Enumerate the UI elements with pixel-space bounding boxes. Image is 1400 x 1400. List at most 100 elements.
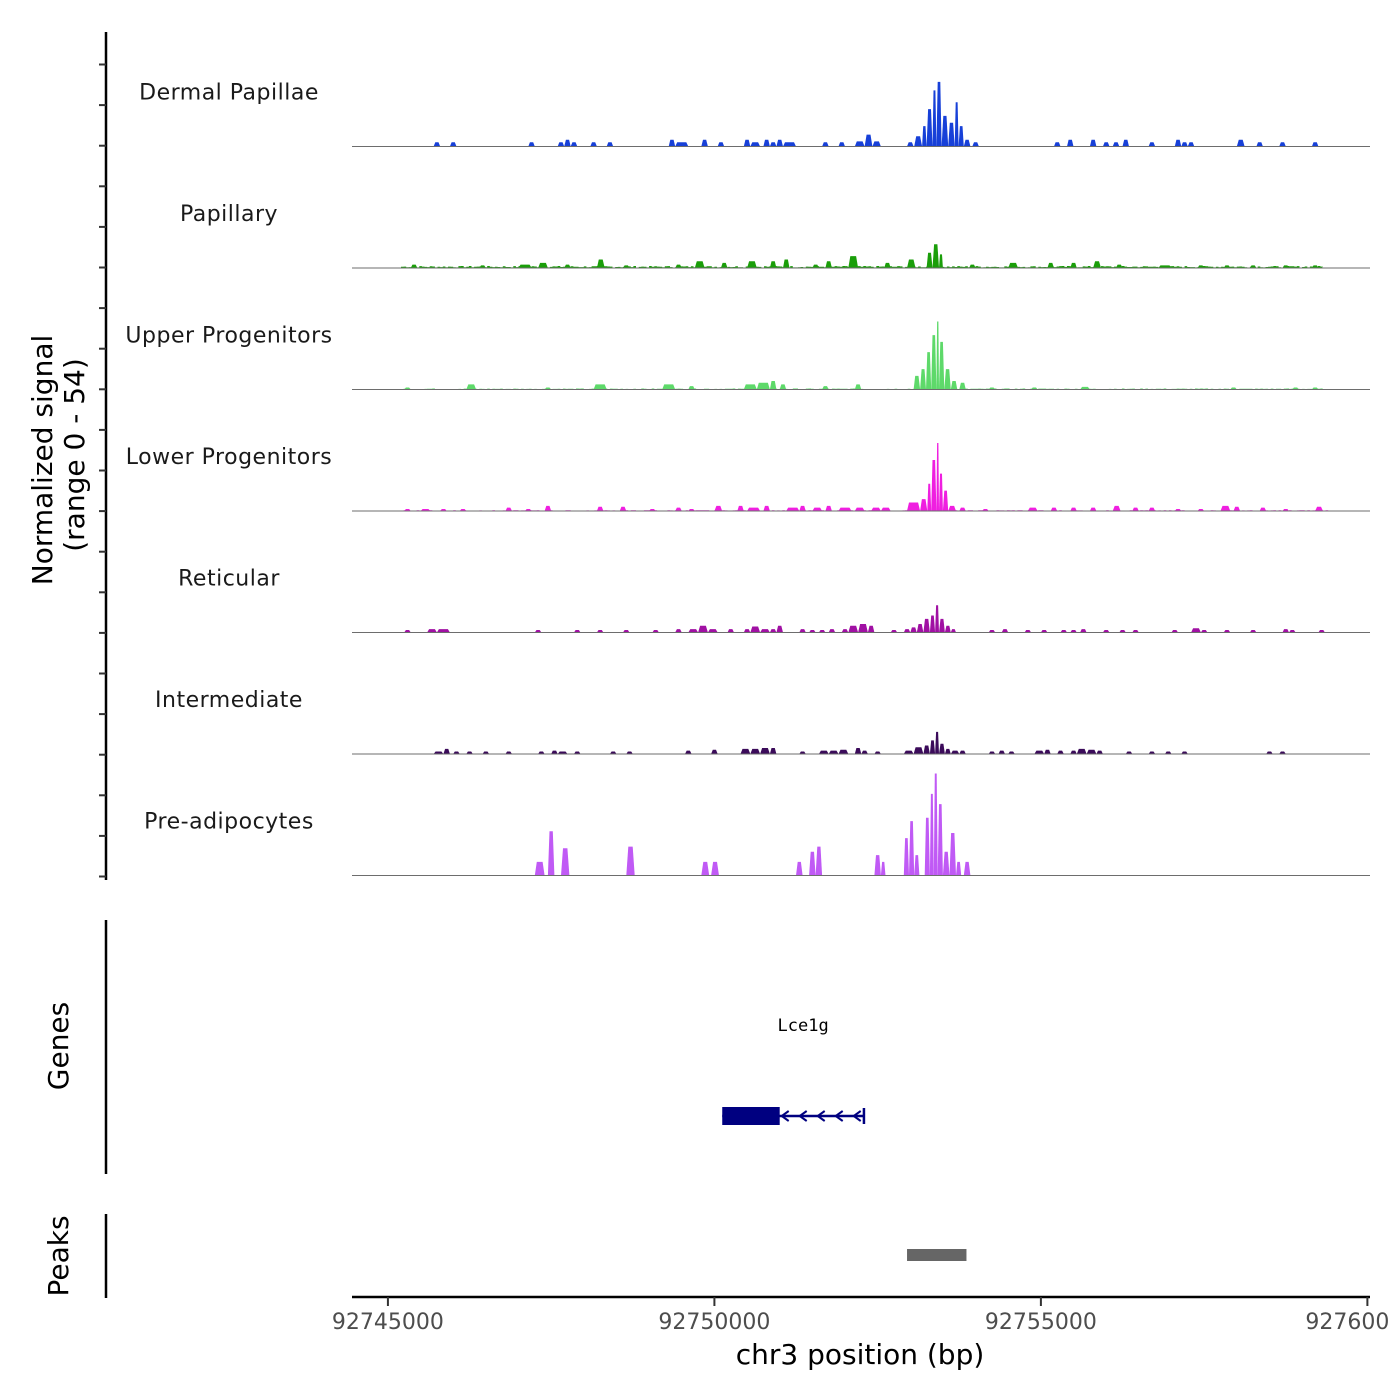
signal-peak: [825, 505, 832, 511]
signal-peak: [479, 265, 486, 268]
signal-peak: [1249, 265, 1257, 268]
signal-peak: [564, 139, 571, 147]
signal-peak: [1282, 265, 1289, 268]
signal-peak: [929, 793, 934, 876]
signal-peak: [685, 750, 692, 754]
signal-peak: [959, 507, 966, 511]
signal-y-axis-title: Normalized signal: [26, 335, 59, 586]
signal-peak: [1089, 139, 1097, 147]
signal-peak: [935, 605, 939, 633]
signal-peak: [916, 624, 924, 633]
signal-peak: [1174, 139, 1182, 147]
signal-peak: [701, 861, 710, 876]
signal-peak: [838, 507, 852, 511]
signal-peak: [907, 259, 916, 268]
signal-peak: [1191, 628, 1201, 633]
signal-peak: [920, 369, 926, 390]
signal-peak: [747, 507, 761, 511]
signal-peak: [711, 861, 719, 876]
signal-peak: [564, 264, 571, 268]
signal-peak: [1047, 262, 1054, 268]
signal-peak: [932, 90, 937, 147]
signal-peak: [924, 817, 930, 876]
signal-peak: [740, 748, 751, 754]
signal-peak: [1093, 261, 1101, 268]
signal-peak: [1171, 630, 1178, 633]
track-label: Reticular: [178, 567, 280, 592]
gene-track: Lce1g: [722, 1016, 866, 1125]
signal-peak: [927, 483, 932, 511]
signal-peak: [874, 855, 881, 876]
signal-peak: [769, 748, 777, 754]
signal-peak: [854, 384, 862, 390]
signal-peak: [1223, 630, 1231, 633]
signal-peak: [717, 142, 725, 147]
signal-peak: [763, 139, 770, 147]
signal-peak: [1223, 265, 1231, 268]
signal-peak: [1282, 629, 1289, 633]
signal-peak: [707, 629, 718, 633]
signal-peak: [783, 259, 790, 268]
signal-peak: [880, 861, 886, 876]
strand-arrow: [815, 1110, 826, 1122]
signal-peak: [482, 751, 490, 754]
signal-peak: [675, 142, 689, 147]
signal-peak: [822, 386, 829, 390]
signal-peak: [436, 629, 450, 633]
signal-peak: [818, 750, 829, 754]
signal-peak: [750, 626, 761, 633]
signal-peak: [466, 384, 477, 390]
signal-peak: [910, 627, 917, 633]
signal-peak: [969, 264, 976, 268]
signal-peak: [854, 141, 865, 147]
signal-peak: [1086, 749, 1097, 754]
signal-peak: [1259, 507, 1267, 511]
signal-peak: [874, 751, 881, 754]
signal-peak: [675, 264, 682, 268]
signal-peak: [776, 625, 783, 633]
signal-peak: [913, 747, 924, 754]
signal-peak: [662, 384, 676, 390]
track-label: Dermal Papillae: [139, 81, 319, 106]
signal-peak: [1315, 506, 1323, 511]
signal-peak: [944, 625, 951, 633]
signal-peak: [1122, 139, 1129, 147]
signal-peak: [872, 141, 881, 147]
signal-peak: [825, 261, 832, 268]
signal-peak: [1040, 630, 1048, 633]
signal-peak: [609, 751, 617, 754]
signal-peak: [619, 506, 627, 511]
signal-peak: [688, 629, 699, 633]
signal-peak: [959, 750, 966, 754]
signal-peak: [828, 629, 836, 633]
signal-peak: [1165, 751, 1172, 754]
signal-peak: [861, 750, 868, 754]
coverage-tracks: Dermal Papillae Papillary Upper Progenitor…: [125, 81, 1370, 876]
signal-peak: [880, 507, 891, 511]
signal-peak: [890, 630, 898, 633]
signal-peak: [574, 751, 581, 754]
signal-peak: [737, 505, 744, 511]
signal-peak: [812, 264, 819, 268]
signal-peak: [574, 630, 581, 633]
signal-peak: [779, 384, 787, 390]
track-label: Lower Progenitors: [126, 445, 332, 470]
signal-peak: [936, 81, 942, 147]
signal-peak: [557, 142, 565, 147]
signal-peak: [929, 740, 936, 754]
signal-peak: [1070, 750, 1077, 754]
signal-peak: [864, 134, 873, 147]
signal-y-axis-ticks: [99, 63, 106, 878]
signal-peak: [956, 861, 962, 876]
signal-peak: [935, 731, 939, 754]
genes-track-label: Genes: [42, 1002, 75, 1090]
gene-label: Lce1g: [778, 1016, 829, 1036]
track-intermediate: Intermediate: [155, 688, 1370, 755]
signal-peak: [799, 505, 806, 511]
signal-peak: [1102, 630, 1110, 633]
signal-peak: [750, 748, 761, 754]
signal-peak: [404, 630, 411, 633]
signal-peak: [1311, 142, 1319, 147]
signal-peak: [913, 375, 921, 390]
signal-peak: [848, 625, 859, 633]
